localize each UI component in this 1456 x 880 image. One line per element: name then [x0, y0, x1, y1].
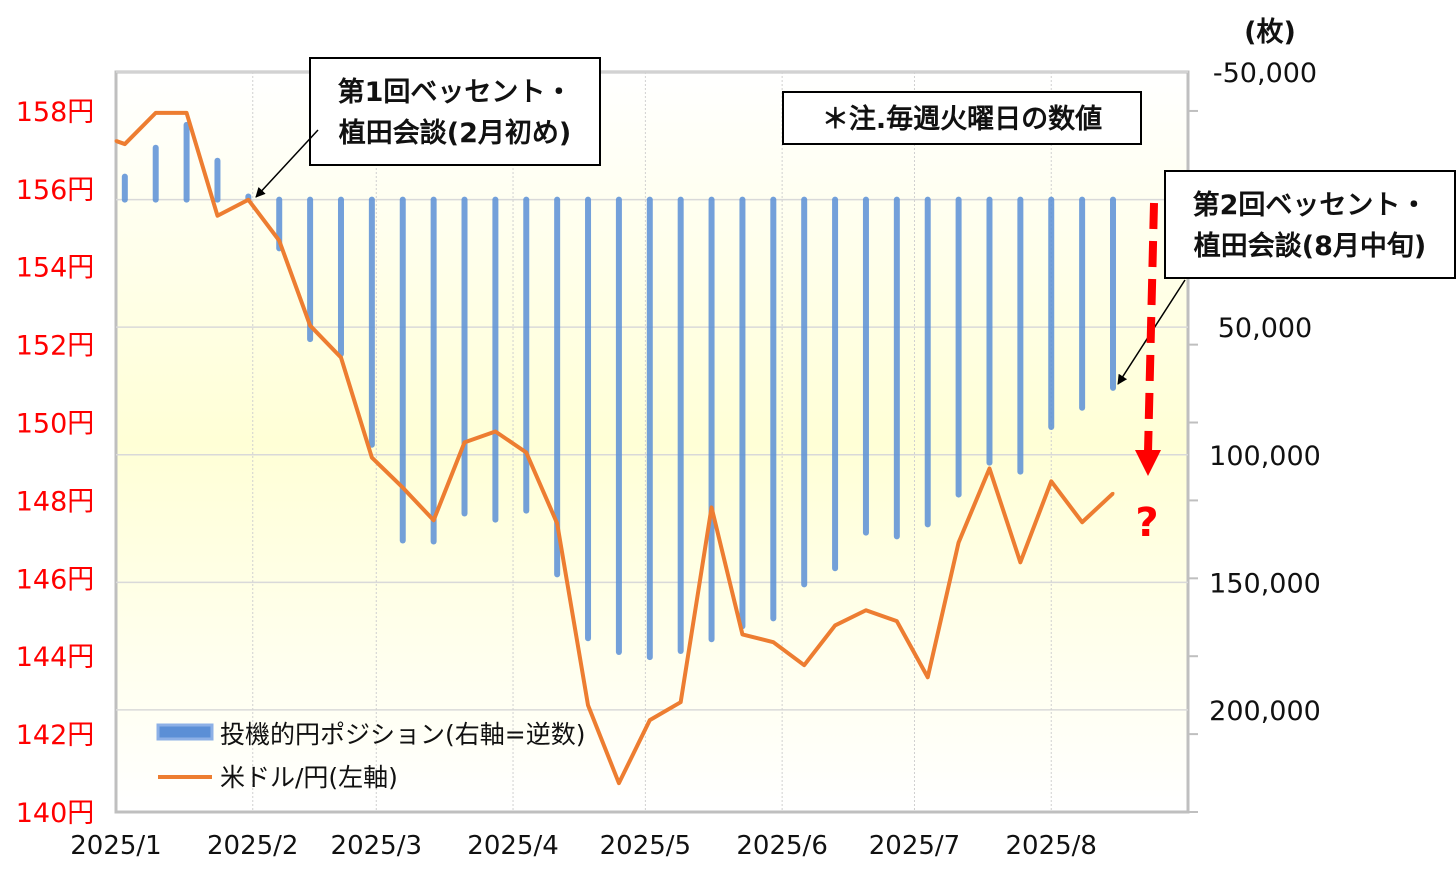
usdjpy-point: [114, 139, 118, 143]
usdjpy-point: [895, 619, 899, 623]
usdjpy-point: [432, 518, 436, 522]
usdjpy-point: [555, 521, 559, 525]
annotation-arrow: [255, 129, 319, 198]
usdjpy-point: [308, 324, 312, 328]
annotation-meeting1: 第1回ベッセント・ 植田会談(2月初め): [255, 57, 601, 198]
usdjpy-point: [648, 718, 652, 722]
right-axis-tick-label: 100,000: [1209, 441, 1321, 472]
left-axis-tick-label: 152円: [16, 331, 95, 362]
usdjpy-point: [1111, 491, 1115, 495]
annotation-meeting2: 第2回ベッセント・ 植田会談(8月中旬): [1117, 170, 1456, 385]
usdjpy-line: [115, 110, 1115, 786]
legend-swatch-position: [156, 723, 214, 741]
usdjpy-point: [215, 214, 219, 218]
annotation-note-text: ＊注.毎週火曜日の数値: [822, 103, 1102, 135]
right-axis-tick-label: 200,000: [1209, 696, 1321, 727]
usdjpy-point: [463, 440, 467, 444]
usdjpy-point: [1049, 479, 1053, 483]
usdjpy-point: [957, 540, 961, 544]
left-axis-tick-label: 142円: [16, 720, 95, 751]
usdjpy-point: [617, 781, 621, 785]
x-axis-tick-label: 2025/1: [70, 831, 161, 861]
left-axis-tick-label: 146円: [16, 564, 95, 595]
x-axis-tick-label: 2025/5: [600, 831, 691, 861]
annotation-meeting1-line1: 第1回ベッセント・: [338, 76, 573, 108]
usdjpy-point: [401, 486, 405, 490]
annotation-meeting1-line2: 植田会談(2月初め): [339, 117, 571, 149]
legend-label-position: 投機的円ポジション(右軸=逆数): [220, 720, 585, 749]
annotation-meeting2-line1: 第2回ベッセント・: [1193, 189, 1428, 221]
usdjpy-point: [802, 663, 806, 667]
left-axis-tick-label: 158円: [16, 97, 95, 128]
usdjpy-point: [864, 608, 868, 612]
usdjpy-point: [710, 505, 714, 509]
forecast-arrow: [1135, 202, 1161, 476]
usdjpy-point: [771, 640, 775, 644]
x-axis-tick-label: 2025/4: [467, 831, 558, 861]
usdjpy-point: [370, 456, 374, 460]
left-axis-tick-label: 154円: [16, 253, 95, 284]
x-axis-tick-label: 2025/7: [869, 831, 960, 861]
usdjpy-point: [1018, 560, 1022, 564]
usdjpy-point: [679, 700, 683, 704]
usdjpy-point: [1080, 520, 1084, 524]
usdjpy-point: [246, 198, 250, 202]
legend: 投機的円ポジション(右軸=逆数) 米ドル/円(左軸): [156, 720, 585, 792]
usdjpy-point: [185, 111, 189, 115]
usdjpy-point: [926, 675, 930, 679]
right-axis-tick-label: 50,000: [1218, 313, 1312, 344]
legend-label-usdjpy: 米ドル/円(左軸): [220, 763, 398, 792]
x-axis-tick-label: 2025/2: [207, 831, 298, 861]
usdjpy-point: [123, 142, 127, 146]
right-axis-tick-label: 150,000: [1209, 568, 1321, 599]
usdjpy-point: [740, 632, 744, 636]
usdjpy-point: [493, 429, 497, 433]
left-axis-tick-label: 144円: [16, 642, 95, 673]
annotation-note: ＊注.毎週火曜日の数値: [782, 91, 1142, 145]
usdjpy-point: [339, 355, 343, 359]
left-axis-tick-label: 150円: [16, 409, 95, 440]
usdjpy-point: [586, 703, 590, 707]
usdjpy-point: [987, 466, 991, 470]
x-axis-tick-label: 2025/3: [331, 831, 422, 861]
left-axis-tick-label: 148円: [16, 486, 95, 517]
forecast-question-mark: ?: [1135, 500, 1158, 546]
usdjpy-point: [833, 623, 837, 627]
usdjpy-point: [277, 239, 281, 243]
usdjpy-point: [154, 111, 158, 115]
right-axis-tick-label: -50,000: [1213, 58, 1317, 89]
right-axis-unit: (枚): [1244, 17, 1296, 48]
left-axis-tick-label: 156円: [16, 175, 95, 206]
annotation-meeting2-line2: 植田会談(8月中旬): [1194, 230, 1426, 262]
usdjpy-point: [524, 451, 528, 455]
x-axis-tick-label: 2025/6: [736, 831, 827, 861]
left-axis-tick-label: 140円: [16, 798, 95, 829]
x-axis-tick-label: 2025/8: [1006, 831, 1097, 861]
